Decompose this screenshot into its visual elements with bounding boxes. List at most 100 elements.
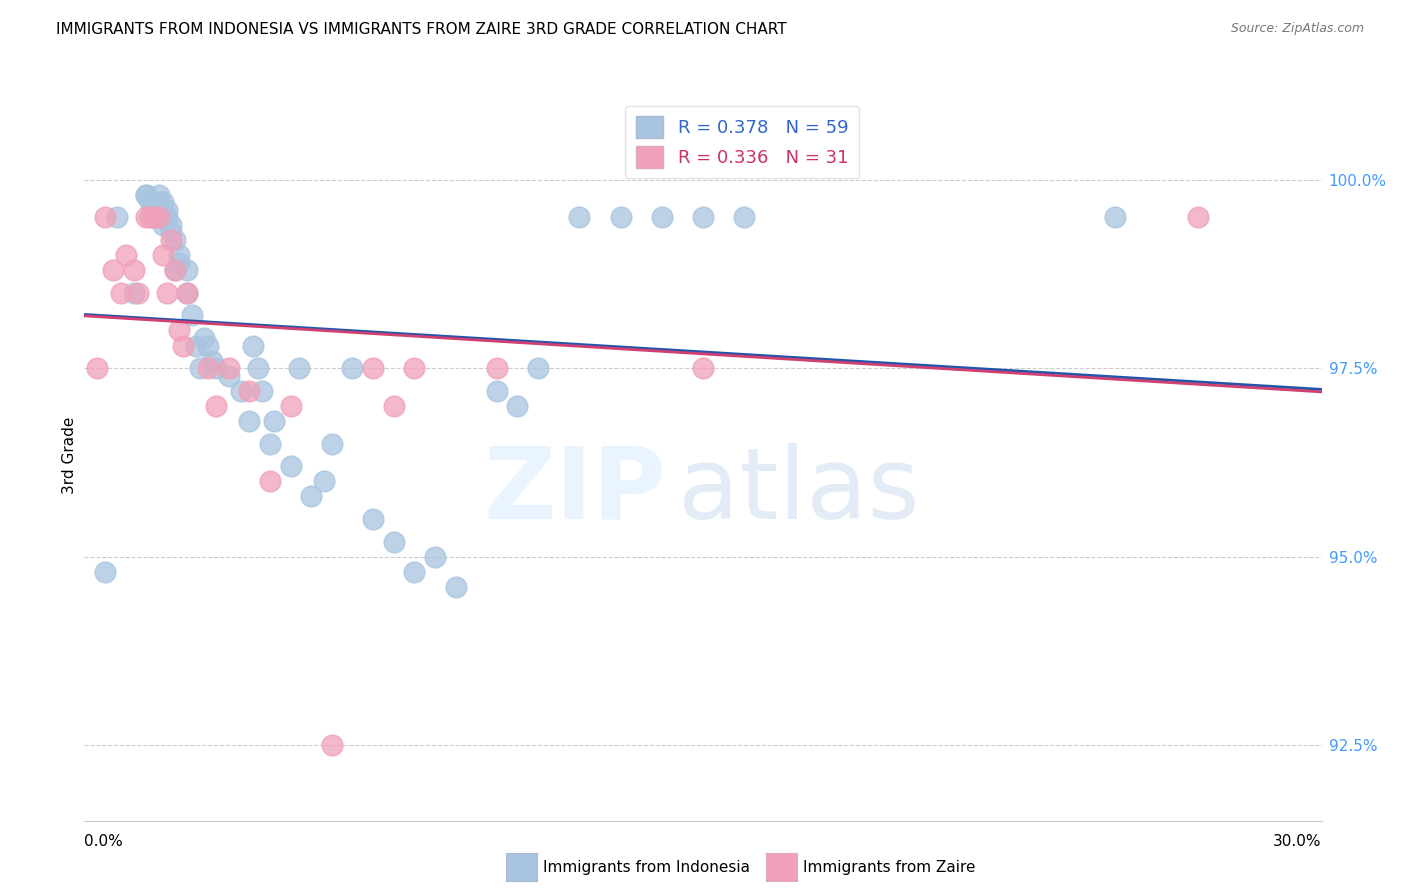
Point xyxy=(103,263,125,277)
Point xyxy=(148,211,170,225)
Point xyxy=(135,187,157,202)
Point xyxy=(114,248,136,262)
Point xyxy=(218,368,240,383)
Point xyxy=(152,218,174,232)
Point xyxy=(218,361,240,376)
Point xyxy=(197,338,219,352)
Point xyxy=(143,211,166,225)
Point xyxy=(1187,211,1209,225)
Point xyxy=(263,414,285,428)
Point xyxy=(193,331,215,345)
Point xyxy=(404,361,426,376)
Point xyxy=(568,211,591,225)
Point xyxy=(156,211,179,225)
Point xyxy=(86,361,108,376)
Point xyxy=(280,459,302,474)
Point xyxy=(152,211,174,225)
Point xyxy=(242,338,264,352)
Point xyxy=(321,738,343,752)
Point xyxy=(176,285,198,300)
Point xyxy=(156,285,179,300)
Text: Immigrants from Indonesia: Immigrants from Indonesia xyxy=(543,860,749,874)
Point xyxy=(238,384,260,398)
Point xyxy=(184,338,207,352)
Point xyxy=(312,475,335,489)
Point xyxy=(167,324,190,338)
Text: 30.0%: 30.0% xyxy=(1274,834,1322,849)
Point xyxy=(246,361,269,376)
Point xyxy=(176,263,198,277)
Point xyxy=(485,384,508,398)
Point xyxy=(280,399,302,413)
Point xyxy=(299,489,322,503)
Point xyxy=(167,248,190,262)
Point xyxy=(167,255,190,269)
Point xyxy=(94,565,117,579)
Point xyxy=(165,233,187,247)
Point xyxy=(143,211,166,225)
Point xyxy=(122,263,145,277)
Point xyxy=(506,399,529,413)
Point xyxy=(105,211,128,225)
Point xyxy=(205,361,228,376)
Point xyxy=(165,263,187,277)
Point xyxy=(361,512,384,526)
Point xyxy=(152,195,174,210)
Point xyxy=(288,361,311,376)
Y-axis label: 3rd Grade: 3rd Grade xyxy=(62,417,77,493)
Point xyxy=(342,361,364,376)
Point xyxy=(382,399,405,413)
Point xyxy=(165,263,187,277)
Point xyxy=(176,285,198,300)
Point xyxy=(404,565,426,579)
Point xyxy=(143,202,166,217)
Point xyxy=(152,248,174,262)
Point xyxy=(110,285,132,300)
Point xyxy=(188,361,211,376)
Point xyxy=(180,309,202,323)
Point xyxy=(139,195,162,210)
Point xyxy=(321,436,343,450)
Point xyxy=(361,361,384,376)
Point xyxy=(692,211,714,225)
Point xyxy=(160,218,183,232)
Point xyxy=(733,211,755,225)
Text: ZIP: ZIP xyxy=(484,443,666,540)
Point xyxy=(229,384,252,398)
Point xyxy=(382,534,405,549)
Point xyxy=(259,436,281,450)
Text: Source: ZipAtlas.com: Source: ZipAtlas.com xyxy=(1230,22,1364,36)
Point xyxy=(122,285,145,300)
Point xyxy=(148,202,170,217)
Point xyxy=(127,285,149,300)
Text: IMMIGRANTS FROM INDONESIA VS IMMIGRANTS FROM ZAIRE 3RD GRADE CORRELATION CHART: IMMIGRANTS FROM INDONESIA VS IMMIGRANTS … xyxy=(56,22,787,37)
Point xyxy=(423,549,446,564)
Point xyxy=(139,211,162,225)
Point xyxy=(135,187,157,202)
Text: Immigrants from Zaire: Immigrants from Zaire xyxy=(803,860,976,874)
Point xyxy=(172,338,194,352)
Text: atlas: atlas xyxy=(678,443,920,540)
Point xyxy=(197,361,219,376)
Point xyxy=(160,226,183,240)
Point xyxy=(205,399,228,413)
Legend: R = 0.378   N = 59, R = 0.336   N = 31: R = 0.378 N = 59, R = 0.336 N = 31 xyxy=(626,105,859,178)
Point xyxy=(156,202,179,217)
Point xyxy=(485,361,508,376)
Point xyxy=(259,475,281,489)
Point xyxy=(94,211,117,225)
Point xyxy=(527,361,550,376)
Point xyxy=(1104,211,1126,225)
Text: 0.0%: 0.0% xyxy=(84,834,124,849)
Point xyxy=(160,233,183,247)
Point xyxy=(250,384,273,398)
Point xyxy=(238,414,260,428)
Point xyxy=(201,353,224,368)
Point xyxy=(148,187,170,202)
Point xyxy=(609,211,631,225)
Point xyxy=(651,211,673,225)
Point xyxy=(444,580,467,594)
Point xyxy=(148,195,170,210)
Point xyxy=(135,211,157,225)
Point xyxy=(692,361,714,376)
